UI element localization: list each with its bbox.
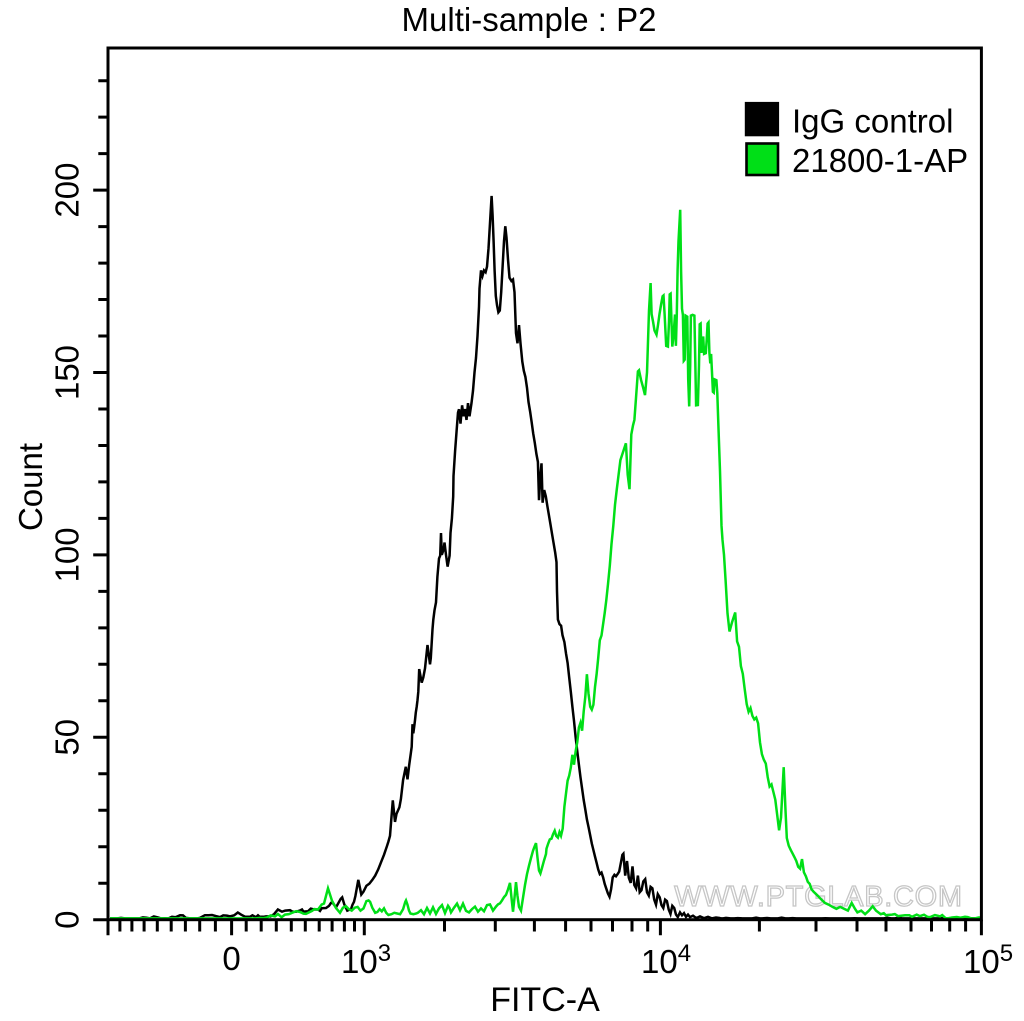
svg-text:Multi-sample : P2: Multi-sample : P2	[402, 1, 657, 38]
svg-text:FITC-A: FITC-A	[490, 981, 600, 1019]
svg-text:21800-1-AP: 21800-1-AP	[792, 142, 968, 179]
svg-text:105: 105	[963, 940, 1013, 980]
svg-text:50: 50	[49, 719, 86, 756]
svg-text:200: 200	[49, 163, 86, 218]
svg-text:Count: Count	[12, 443, 49, 531]
svg-text:0: 0	[222, 940, 240, 977]
svg-text:100: 100	[49, 527, 86, 582]
svg-text:150: 150	[49, 345, 86, 400]
svg-text:0: 0	[49, 911, 86, 929]
svg-text:IgG control: IgG control	[792, 103, 953, 140]
